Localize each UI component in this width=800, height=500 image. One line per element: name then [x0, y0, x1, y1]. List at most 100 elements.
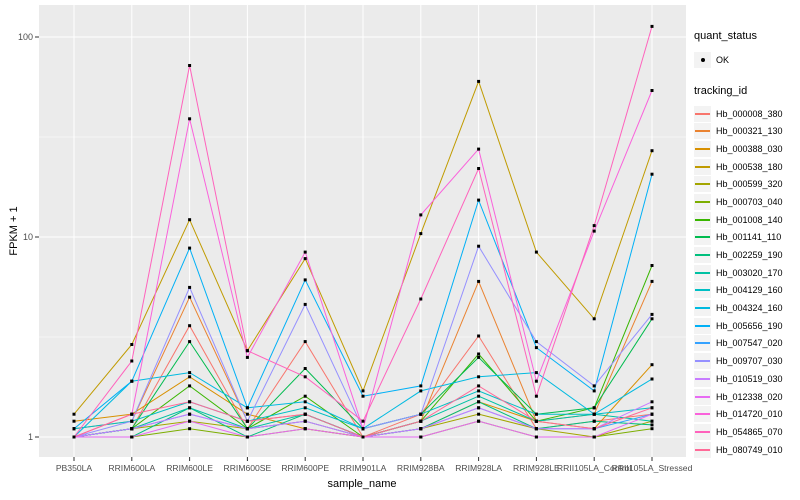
data-point	[130, 379, 134, 383]
legend-item-Hb_003020_170: Hb_003020_170	[694, 264, 800, 282]
data-point	[188, 218, 192, 222]
x-tick-label: RRIM600PE	[281, 463, 329, 473]
data-point	[650, 377, 654, 381]
x-tick-label: RRIM928LA	[455, 463, 502, 473]
legend-item-Hb_000321_130: Hb_000321_130	[694, 122, 800, 140]
data-point	[361, 435, 365, 439]
data-point	[534, 427, 538, 431]
data-point	[130, 412, 134, 416]
data-point	[419, 427, 423, 431]
data-point	[477, 394, 481, 398]
legend-title-quant-status: quant_status	[694, 30, 757, 42]
legend-item-Hb_002259_190: Hb_002259_190	[694, 246, 800, 264]
legend-key-box	[694, 264, 711, 281]
legend-line-swatch	[695, 395, 710, 398]
data-point	[650, 400, 654, 404]
legend-line-swatch	[695, 377, 710, 380]
legend-line-swatch	[695, 183, 710, 186]
data-point	[188, 246, 192, 250]
legend: quant_status OK tracking_id Hb_000008_38…	[694, 30, 800, 458]
data-point	[188, 64, 192, 67]
legend-key-box	[694, 282, 711, 299]
legend-item-label: Hb_005656_190	[716, 320, 783, 331]
legend-key-box	[694, 353, 711, 370]
legend-item-Hb_010519_030: Hb_010519_030	[694, 370, 800, 388]
legend-key-box	[694, 370, 711, 387]
data-point	[419, 389, 423, 393]
legend-item-label: Hb_000538_180	[716, 161, 783, 172]
legend-item-label: Hb_000008_380	[716, 108, 783, 119]
legend-item-label: Hb_004129_160	[716, 285, 783, 296]
data-point	[534, 412, 538, 416]
data-point	[592, 229, 596, 233]
data-point	[477, 384, 481, 388]
legend-line-swatch	[695, 430, 710, 433]
legend-key-box	[694, 140, 711, 157]
x-tick-label: RRII105LA_Control	[557, 463, 632, 473]
data-point	[303, 412, 307, 416]
legend-item-label: Hb_001141_110	[716, 232, 782, 243]
data-point	[245, 427, 249, 431]
y-tick-label: 10	[23, 232, 33, 242]
legend-item-label: OK	[716, 54, 730, 65]
legend-item-label: Hb_000388_030	[716, 143, 783, 154]
legend-item-label: Hb_001008_140	[716, 214, 783, 225]
data-point	[303, 302, 307, 306]
legend-line-swatch	[695, 218, 710, 221]
data-point	[534, 435, 538, 439]
data-point	[534, 379, 538, 383]
legend-key-box	[694, 300, 711, 317]
data-point	[650, 406, 654, 410]
legend-line-swatch	[695, 165, 710, 168]
legend-item-label: Hb_009707_030	[716, 356, 783, 367]
data-point	[245, 349, 249, 353]
legend-item-label: Hb_054865_070	[716, 426, 783, 437]
legend-item-Hb_004324_160: Hb_004324_160	[694, 299, 800, 317]
legend-line-swatch	[695, 112, 710, 115]
legend-title-tracking-id: tracking_id	[694, 84, 748, 97]
legend-item-Hb_005656_190: Hb_005656_190	[694, 317, 800, 335]
data-point	[534, 419, 538, 423]
data-point	[72, 419, 76, 423]
data-point	[592, 435, 596, 439]
legend-item-Hb_007547_020: Hb_007547_020	[694, 335, 800, 353]
data-point	[477, 167, 481, 170]
data-point	[188, 371, 192, 375]
legend-item-Hb_001008_140: Hb_001008_140	[694, 211, 800, 229]
data-point	[245, 419, 249, 423]
legend-key-box	[694, 406, 711, 423]
legend-line-swatch	[695, 289, 710, 292]
legend-key-box	[694, 441, 711, 458]
data-point	[650, 24, 654, 28]
data-point	[534, 346, 538, 350]
legend-item-label: Hb_080749_010	[716, 444, 783, 455]
data-point	[361, 389, 365, 393]
data-point	[477, 375, 481, 379]
legend-line-swatch	[695, 448, 710, 451]
x-tick-label: RRIM600LE	[166, 463, 213, 473]
data-point	[419, 297, 423, 301]
legend-line-swatch	[695, 147, 710, 150]
data-point	[130, 343, 134, 346]
data-point	[477, 334, 481, 338]
legend-line-swatch	[695, 342, 710, 345]
legend-key-box	[694, 423, 711, 440]
x-tick-label: RRIM928BA	[397, 463, 445, 473]
y-axis-title: FPKM + 1	[8, 206, 20, 256]
legend-line-swatch	[695, 413, 710, 416]
data-point	[419, 213, 423, 217]
data-point	[650, 149, 654, 153]
data-point	[361, 427, 365, 431]
data-point	[303, 340, 307, 344]
data-point	[534, 394, 538, 398]
data-point	[361, 394, 365, 398]
data-point	[303, 427, 307, 431]
data-point	[477, 419, 481, 423]
data-point	[188, 400, 192, 404]
data-point	[419, 435, 423, 439]
legend-item-label: Hb_012338_020	[716, 391, 783, 402]
data-point	[477, 198, 481, 202]
y-tick-label: 100	[18, 32, 33, 42]
data-point	[477, 147, 481, 151]
